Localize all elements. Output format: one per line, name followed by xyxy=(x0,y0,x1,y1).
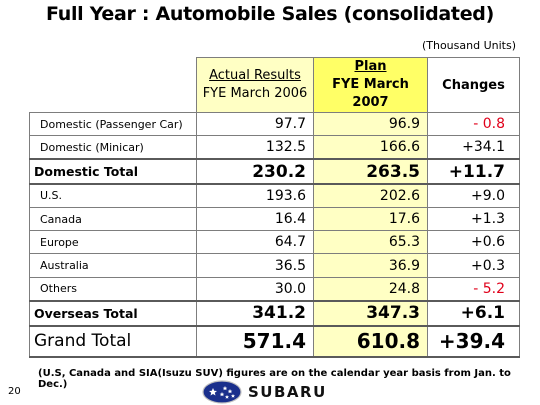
row-label: Domestic Total xyxy=(29,158,197,186)
row-change: +9.0 xyxy=(427,183,520,208)
row-change: +11.7 xyxy=(427,158,520,186)
row-plan: 17.6 xyxy=(313,206,428,232)
sales-table: Actual Results FYE March 2006 Plan FYE M… xyxy=(29,57,520,358)
row-change: +34.1 xyxy=(427,135,520,160)
row-actual: 97.7 xyxy=(196,111,314,137)
header-changes: Changes xyxy=(427,57,520,113)
row-actual: 30.0 xyxy=(196,276,314,302)
row-change: +0.6 xyxy=(427,230,520,255)
table-row: Domestic (Minicar) 132.5 166.6 +34.1 xyxy=(29,135,520,160)
row-label: Australia xyxy=(29,253,197,278)
subaru-logo: SUBARU xyxy=(202,380,327,404)
row-actual: 230.2 xyxy=(196,158,314,186)
row-label: Others xyxy=(29,276,197,302)
row-actual: 132.5 xyxy=(196,135,314,160)
row-actual: 341.2 xyxy=(196,299,314,327)
table-row: Canada 16.4 17.6 +1.3 xyxy=(29,206,520,232)
row-change: +1.3 xyxy=(427,206,520,232)
row-label: Europe xyxy=(29,230,197,255)
row-label: Grand Total xyxy=(29,324,197,358)
row-plan: 24.8 xyxy=(313,276,428,302)
row-label: Domestic (Passenger Car) xyxy=(29,111,197,137)
subaru-stars-icon xyxy=(202,380,242,404)
row-change: +6.1 xyxy=(427,299,520,327)
header-actual-results: Actual Results FYE March 2006 xyxy=(196,57,314,113)
header-actual-line2: FYE March 2006 xyxy=(202,86,308,101)
row-actual: 193.6 xyxy=(196,183,314,208)
header-plan-line2: FYE March 2007 xyxy=(332,77,409,110)
row-actual: 16.4 xyxy=(196,206,314,232)
row-plan: 166.6 xyxy=(313,135,428,160)
table-row: Europe 64.7 65.3 +0.6 xyxy=(29,230,520,255)
table-row: Domestic (Passenger Car) 97.7 96.9 - 0.8 xyxy=(29,111,520,137)
table-header-row: Actual Results FYE March 2006 Plan FYE M… xyxy=(29,57,520,113)
row-change: - 0.8 xyxy=(427,111,520,137)
header-plan-line1: Plan xyxy=(354,59,387,74)
header-actual-line1: Actual Results xyxy=(209,68,301,83)
page-title: Full Year : Automobile Sales (consolidat… xyxy=(46,3,494,25)
table-row: Others 30.0 24.8 - 5.2 xyxy=(29,276,520,302)
row-label: U.S. xyxy=(29,183,197,208)
row-plan: 347.3 xyxy=(313,299,428,327)
row-actual: 571.4 xyxy=(196,324,314,358)
units-note: (Thousand Units) xyxy=(421,39,516,52)
table-row-overseas-total: Overseas Total 341.2 347.3 +6.1 xyxy=(29,299,520,327)
row-actual: 64.7 xyxy=(196,230,314,255)
row-change: +0.3 xyxy=(427,253,520,278)
table-row-domestic-total: Domestic Total 230.2 263.5 +11.7 xyxy=(29,158,520,186)
table-row: U.S. 193.6 202.6 +9.0 xyxy=(29,183,520,208)
row-plan: 610.8 xyxy=(313,324,428,358)
row-change: +39.4 xyxy=(427,324,520,358)
row-actual: 36.5 xyxy=(196,253,314,278)
subaru-logo-text: SUBARU xyxy=(248,383,327,401)
header-plan: Plan FYE March 2007 xyxy=(313,57,428,113)
row-plan: 96.9 xyxy=(313,111,428,137)
footnote: (U.S, Canada and SIA(Isuzu SUV) figures … xyxy=(38,368,511,390)
header-blank-cell xyxy=(29,57,197,113)
row-change: - 5.2 xyxy=(427,276,520,302)
page-number: 20 xyxy=(8,386,21,397)
table-row-grand-total: Grand Total 571.4 610.8 +39.4 xyxy=(29,324,520,358)
table-row: Australia 36.5 36.9 +0.3 xyxy=(29,253,520,278)
row-plan: 36.9 xyxy=(313,253,428,278)
row-label: Domestic (Minicar) xyxy=(29,135,197,160)
row-plan: 263.5 xyxy=(313,158,428,186)
row-label: Canada xyxy=(29,206,197,232)
row-plan: 202.6 xyxy=(313,183,428,208)
row-label: Overseas Total xyxy=(29,299,197,327)
row-plan: 65.3 xyxy=(313,230,428,255)
